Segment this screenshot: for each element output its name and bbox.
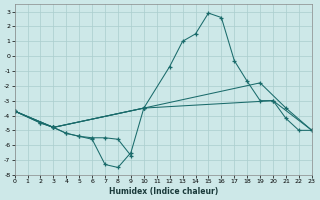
X-axis label: Humidex (Indice chaleur): Humidex (Indice chaleur) [108, 187, 218, 196]
